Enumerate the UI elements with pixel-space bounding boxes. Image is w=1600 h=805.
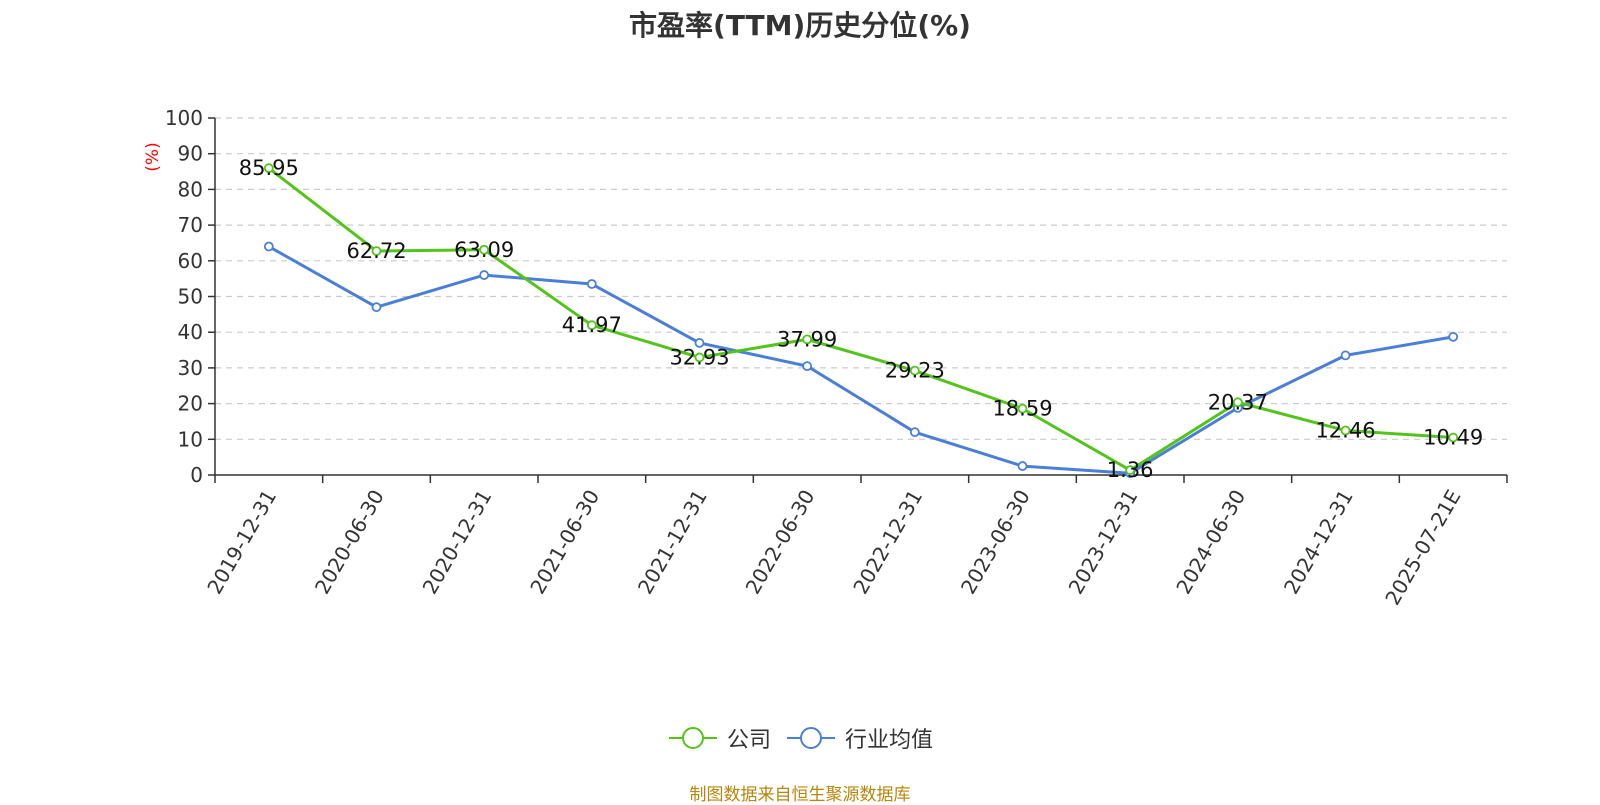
data-label: 37.99 — [777, 327, 837, 351]
data-point-1[interactable] — [263, 241, 274, 252]
grid-lines — [215, 117, 1507, 440]
data-label: 41.97 — [562, 313, 622, 337]
y-tick-label: 20 — [178, 392, 203, 416]
y-tick-label: 30 — [178, 356, 203, 380]
data-point-1[interactable] — [909, 427, 920, 438]
data-point-0[interactable] — [802, 334, 813, 345]
data-label: 18.59 — [992, 397, 1052, 421]
data-source-note: 制图数据来自恒生聚源数据库 — [689, 785, 911, 805]
data-label: 29.23 — [885, 359, 945, 383]
y-tick-label: 40 — [178, 320, 203, 344]
data-labels: 85.95 62.72 63.09 41.97 32.93 37.99 29.23 18.59… — [239, 156, 1483, 482]
y-tick-label: 80 — [178, 177, 203, 201]
data-label: 85.95 — [239, 156, 299, 180]
x-tick-label: 2023-06-30 — [956, 486, 1035, 599]
data-point-1[interactable] — [802, 361, 813, 372]
x-tick-label: 2019-12-31 — [202, 486, 281, 599]
data-point-0[interactable] — [1232, 397, 1243, 408]
data-point-1[interactable] — [1448, 331, 1459, 342]
legend-company-icon — [668, 727, 717, 749]
y-tick-label: 10 — [178, 427, 203, 451]
data-point-0[interactable] — [479, 244, 490, 255]
x-tick-label: 2025-07-21E — [1380, 486, 1465, 610]
legend-item-industry-average[interactable]: 行业均值 — [785, 722, 933, 754]
data-point-1[interactable] — [694, 338, 705, 348]
data-label: 1.36 — [1107, 458, 1154, 482]
x-tick-label: 2022-12-31 — [848, 486, 927, 599]
y-tick-label: 60 — [178, 249, 203, 273]
series-line-1 — [268, 245, 1454, 475]
legend-label-company: 公司 — [726, 728, 771, 753]
data-point-0[interactable] — [1448, 432, 1459, 443]
y-tick-label: 0 — [190, 463, 203, 487]
y-tick-label: 50 — [178, 285, 203, 309]
data-point-1[interactable] — [1017, 461, 1028, 471]
data-point-0[interactable] — [371, 246, 382, 256]
data-point-0[interactable] — [1125, 465, 1136, 476]
data-point-0[interactable] — [909, 365, 920, 376]
legend: 公司 行业均值 — [0, 722, 1600, 754]
legend-label-industry-average: 行业均值 — [845, 728, 934, 753]
data-point-1[interactable] — [479, 270, 490, 280]
x-tick-label: 2024-12-31 — [1279, 486, 1358, 599]
y-tick-label: 100 — [165, 106, 203, 130]
data-label: 10.49 — [1423, 426, 1483, 450]
data-point-0[interactable] — [694, 352, 705, 363]
legend-item-company[interactable]: 公司 — [667, 722, 771, 754]
data-label: 20.37 — [1208, 390, 1268, 414]
y-axis-label: (%) — [143, 142, 163, 171]
chart-title: 市盈率(TTM)历史分位(%) — [629, 9, 971, 42]
series-line-0 — [267, 166, 1454, 472]
data-point-1[interactable] — [371, 302, 382, 313]
x-tick-label: 2021-06-30 — [525, 486, 604, 599]
x-tick-label: 2024-06-30 — [1171, 486, 1250, 599]
legend-industry-average-icon — [787, 727, 835, 749]
axes: 0 10 20 30 40 50 60 70 80 90 100 2019-12-31 2020-06-… — [165, 106, 1508, 610]
data-label: 62.72 — [346, 239, 406, 263]
data-point-0[interactable] — [586, 320, 597, 331]
series-lines — [263, 163, 1459, 479]
x-tick-label: 2021-12-31 — [633, 486, 712, 599]
data-point-1[interactable] — [586, 279, 597, 289]
x-tick-label: 2020-06-30 — [310, 486, 389, 599]
data-point-1[interactable] — [1340, 350, 1351, 361]
y-tick-label: 90 — [178, 142, 203, 166]
data-label: 63.09 — [454, 238, 514, 262]
y-tick-label: 70 — [178, 213, 203, 237]
data-point-0[interactable] — [1017, 403, 1028, 414]
x-tick-label: 2020-12-31 — [418, 486, 497, 599]
x-tick-label: 2023-12-31 — [1064, 486, 1143, 599]
data-label: 12.46 — [1315, 419, 1375, 443]
data-point-0[interactable] — [1340, 425, 1351, 436]
x-tick-label: 2022-06-30 — [741, 486, 820, 599]
data-point-0[interactable] — [263, 163, 274, 174]
data-label: 32.93 — [669, 345, 729, 369]
